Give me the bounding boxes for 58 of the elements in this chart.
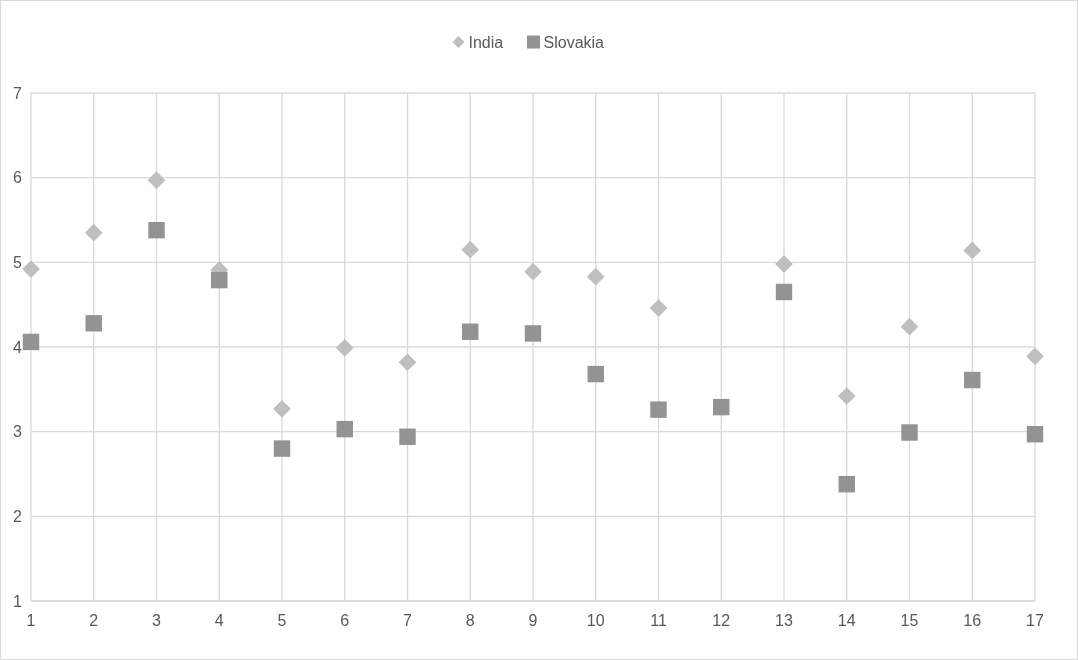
point xyxy=(461,240,480,259)
x-tick-label: 4 xyxy=(214,612,224,629)
point xyxy=(650,401,667,418)
x-tick-label: 6 xyxy=(340,612,350,629)
y-tick-label: 3 xyxy=(13,423,23,441)
point xyxy=(22,260,40,278)
point xyxy=(713,398,730,416)
x-tick-label: 10 xyxy=(586,612,605,629)
point xyxy=(901,424,918,441)
point xyxy=(335,338,354,357)
x-tick-label: 3 xyxy=(152,612,162,629)
x-tick-label: 13 xyxy=(775,612,793,629)
x-tick-label: 15 xyxy=(900,612,919,629)
point xyxy=(587,365,604,383)
x-tick-label: 1 xyxy=(26,612,36,629)
legend-label: India xyxy=(468,33,504,51)
x-tick-label: 7 xyxy=(403,612,413,629)
x-tick-label: 2 xyxy=(89,612,99,629)
point xyxy=(524,325,542,342)
y-tick-label: 7 xyxy=(13,84,23,102)
x-tick-label: 8 xyxy=(465,612,475,629)
x-tick-label: 17 xyxy=(1026,612,1044,629)
point xyxy=(837,387,856,405)
point xyxy=(963,241,982,260)
point xyxy=(22,333,40,351)
point xyxy=(524,262,542,281)
x-tick-label: 9 xyxy=(528,612,538,629)
point xyxy=(398,353,417,372)
point xyxy=(147,171,166,190)
point xyxy=(838,475,855,493)
point xyxy=(775,283,793,301)
point xyxy=(336,420,353,438)
x-tick-label: 16 xyxy=(963,612,982,629)
point xyxy=(586,267,605,286)
point xyxy=(649,299,668,317)
x-tick-label: 11 xyxy=(650,612,667,629)
x-tick-label: 12 xyxy=(712,612,731,629)
point xyxy=(85,315,102,332)
point xyxy=(900,317,919,336)
x-tick-label: 14 xyxy=(837,612,856,629)
y-tick-label: 5 xyxy=(13,253,23,271)
point xyxy=(148,221,165,239)
point xyxy=(399,428,416,445)
x-tick-label: 5 xyxy=(277,612,287,629)
y-tick-label: 4 xyxy=(13,338,23,356)
y-tick-label: 6 xyxy=(13,169,23,187)
legend-label: Slovakia xyxy=(543,33,605,51)
point xyxy=(1026,425,1044,443)
point xyxy=(775,255,793,273)
point xyxy=(211,271,228,289)
point xyxy=(1026,347,1044,366)
y-tick-label: 2 xyxy=(13,507,23,525)
point xyxy=(462,323,479,340)
point xyxy=(964,371,981,389)
point xyxy=(84,223,103,242)
point xyxy=(273,399,291,418)
point xyxy=(273,440,291,457)
y-tick-label: 1 xyxy=(13,592,23,610)
